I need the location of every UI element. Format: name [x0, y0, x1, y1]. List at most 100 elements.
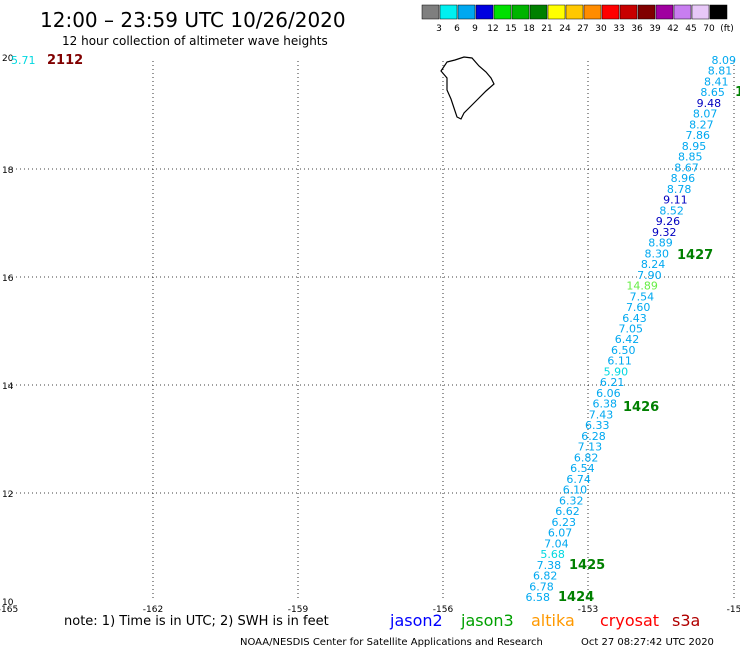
legend-swatch	[439, 4, 458, 20]
swh-observation: 6.54	[570, 462, 595, 475]
legend-swatch	[511, 4, 530, 20]
lon-tick-label: -162	[143, 605, 163, 615]
swh-observation: 6.78	[529, 580, 554, 593]
swh-observation: 5.68	[540, 548, 565, 561]
swh-observation: 7.60	[626, 301, 651, 314]
swh-observation: 6.43	[622, 312, 647, 325]
legend-bin-label: 36	[631, 24, 643, 34]
legend-swatch	[691, 4, 710, 20]
footer-timestamp: Oct 27 08:27:42 UTC 2020	[581, 637, 714, 648]
legend-bin-label: 45	[685, 24, 696, 34]
pass-time-label: 1	[735, 85, 740, 100]
swh-observation: 7.38	[537, 559, 562, 572]
swh-observation: 7.54	[630, 290, 655, 303]
legend-swatch	[655, 4, 674, 20]
swh-observation: 6.42	[615, 333, 640, 346]
pass-time-label: 2112	[47, 53, 83, 68]
swh-observation: 6.21	[600, 376, 625, 389]
swh-observation: 5.90	[604, 365, 629, 378]
swh-observation: 6.10	[563, 484, 588, 497]
legend-swatch	[601, 4, 620, 20]
lon-tick-label: -15	[727, 605, 740, 615]
swh-observation: 6.33	[585, 419, 610, 432]
legend-bin-label: 70	[703, 24, 715, 34]
legend-unit-label: (ft)	[720, 24, 734, 34]
swh-observation: 8.81	[708, 65, 733, 78]
legend-swatch	[493, 4, 512, 20]
swh-observation: 6.82	[574, 451, 599, 464]
swh-observation: 6.06	[596, 387, 621, 400]
swh-observation: 8.95	[682, 140, 707, 153]
corner-observation: 5.71	[11, 54, 36, 67]
legend-bin-label: 12	[487, 24, 498, 34]
altimeter-track: 8.098.818.418.659.488.078.277.868.958.85…	[526, 54, 737, 604]
lat-tick-label: 18	[2, 166, 14, 176]
lat-tick-label: 10	[2, 598, 14, 608]
lat-tick-label: 12	[2, 490, 13, 500]
swh-observation: 14.89	[626, 280, 658, 293]
legend-bin-label: 39	[649, 24, 661, 34]
lat-tick-label: 16	[2, 274, 14, 284]
legend-swatch	[529, 4, 548, 20]
swh-observation: 6.38	[592, 398, 617, 411]
hawaii-island-outline	[440, 56, 495, 120]
map-title: 12:00 – 23:59 UTC 10/26/2020	[40, 8, 346, 32]
pass-time-label: 1426	[623, 400, 659, 415]
swh-observation: 7.43	[589, 408, 614, 421]
satellite-legend: jason2 jason3 altika cryosat s3a	[389, 611, 700, 630]
legend-bin-label: 33	[613, 24, 624, 34]
pass-time-label: 1425	[569, 558, 605, 573]
swh-observation: 9.26	[656, 215, 681, 228]
swh-observation: 8.41	[704, 75, 729, 88]
footer-note: note: 1) Time is in UTC; 2) SWH is in fe…	[64, 614, 329, 629]
swh-observation: 7.90	[637, 269, 662, 282]
legend-swatch	[565, 4, 584, 20]
swh-observation: 6.82	[533, 570, 558, 583]
swh-observation: 9.11	[663, 194, 688, 207]
swh-observation: 8.27	[689, 118, 714, 131]
satellite-name: altika	[531, 611, 575, 630]
lat-tick-label: 20	[2, 54, 14, 64]
satellite-name: jason3	[460, 611, 514, 630]
legend-swatch	[583, 4, 602, 20]
swh-observation: 8.78	[667, 183, 692, 196]
legend-bin-label: 9	[472, 24, 478, 34]
swh-observation: 7.86	[685, 129, 710, 142]
satellite-name: jason2	[389, 611, 443, 630]
swh-observation: 8.65	[700, 86, 725, 99]
swh-observation: 8.07	[693, 108, 718, 121]
lat-tick-label: 14	[2, 382, 14, 392]
swh-observation: 8.67	[674, 161, 699, 174]
legend-swatch	[637, 4, 656, 20]
swh-observation: 6.11	[607, 355, 632, 368]
swh-observation: 6.23	[552, 516, 577, 529]
legend-swatch	[475, 4, 494, 20]
legend-swatch	[673, 4, 692, 20]
color-legend: 3 6 9 12 15 18 21 24 27 30 33 36 39 42 45 70 (ft)	[421, 4, 734, 34]
legend-bin-label: 3	[436, 24, 442, 34]
swh-observation: 6.32	[559, 494, 584, 507]
legend-bin-label: 24	[559, 24, 571, 34]
satellite-name: s3a	[672, 611, 700, 630]
swh-observation: 6.74	[566, 473, 591, 486]
lon-tick-label: -156	[433, 605, 454, 615]
legend-swatch	[709, 4, 728, 20]
map-subtitle: 12 hour collection of altimeter wave hei…	[62, 34, 328, 48]
legend-bin-label: 15	[505, 24, 516, 34]
legend-swatch	[547, 4, 566, 20]
swh-observation: 7.13	[578, 441, 603, 454]
swh-observation: 9.48	[697, 97, 722, 110]
swh-observation: 8.09	[712, 54, 737, 67]
legend-bin-label: 27	[577, 24, 588, 34]
graticule: -165 -162 -159 -156 -153 -15 20 18 16 14 12 10	[0, 54, 740, 615]
swh-observation: 6.62	[555, 505, 580, 518]
swh-observation: 8.30	[645, 247, 670, 260]
swh-observation: 6.50	[611, 344, 636, 357]
swh-observation: 8.96	[671, 172, 696, 185]
time-labels: 2112 1 1427 1426 1425 1424	[47, 53, 740, 605]
legend-swatch	[421, 4, 440, 20]
legend-bin-label: 6	[454, 24, 460, 34]
legend-bin-label: 21	[541, 24, 552, 34]
lon-tick-label: -159	[288, 605, 309, 615]
lon-tick-label: -165	[0, 605, 18, 615]
